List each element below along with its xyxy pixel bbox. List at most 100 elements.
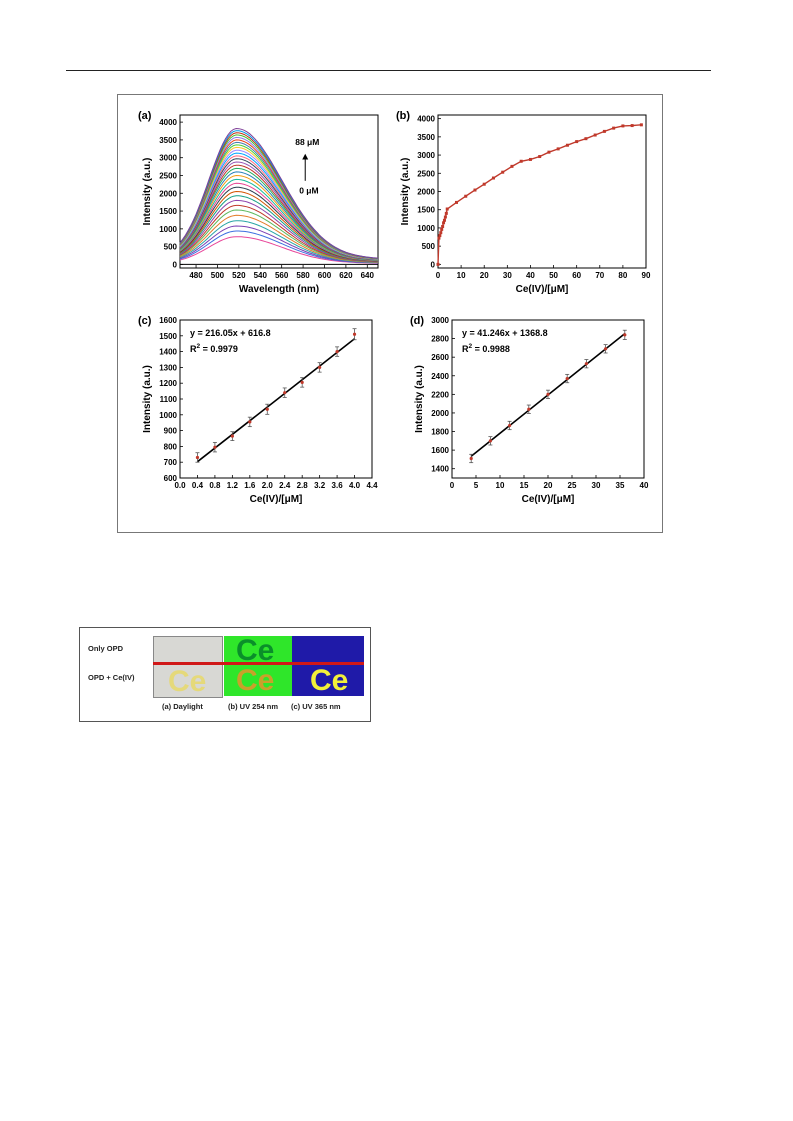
figure-spectra: 480 500 520 540 560 580 600 620 640 0 500 1000 1500 2… (117, 94, 663, 533)
data-point (491, 176, 495, 180)
x-tick-label: 20 (544, 481, 553, 490)
fit-line (196, 338, 356, 463)
y-tick-label: 0 (431, 260, 436, 269)
annotation-88um: 88 μM (295, 137, 319, 147)
data-point (538, 155, 542, 159)
data-point (440, 227, 444, 231)
r-squared-prefix: R (190, 344, 197, 354)
x-tick-label: 90 (642, 271, 651, 280)
y-tick-label: 900 (164, 427, 178, 436)
data-point (565, 143, 569, 147)
data-point (584, 362, 588, 366)
data-point (300, 380, 304, 385)
x-tick-label: 15 (520, 481, 529, 490)
x-tick-label: 60 (572, 271, 581, 280)
x-axis-label: Ce(IV)/[μM] (250, 494, 303, 505)
x-tick-label: 520 (232, 271, 246, 280)
r-squared-superscript: 2 (469, 343, 473, 350)
caption-uv254: (b) UV 254 nm (228, 702, 279, 711)
y-tick-label: 2600 (431, 353, 449, 362)
ce-glyph-uv254-top: Ce (236, 634, 275, 667)
chart-a-svg: 480 500 520 540 560 580 600 620 640 0 500 1000 1500 2… (138, 110, 379, 295)
y-tick-label: 4000 (159, 118, 177, 127)
y-tick-label: 0 (173, 260, 178, 269)
y-tick-label: 2400 (431, 372, 449, 381)
data-point (265, 407, 269, 411)
y-tick-label: 1400 (431, 465, 449, 474)
x-tick-label: 0.0 (174, 481, 186, 490)
y-tick-label: 500 (164, 243, 178, 252)
x-tick-label: 20 (480, 271, 489, 280)
data-point (639, 123, 643, 127)
x-tick-label: 50 (549, 271, 558, 280)
panel-label: (d) (410, 315, 424, 327)
chart-d-svg: 0 5 10 15 20 25 30 35 40 1400 1600 1800 2000 2200 2400… (410, 315, 649, 505)
y-tick-label: 1200 (159, 379, 177, 388)
photo-uv254: Ce Ce (224, 636, 292, 696)
x-tick-label: 620 (339, 271, 353, 280)
data-point (464, 194, 468, 198)
x-axis-label: Ce(IV)/[μM] (516, 284, 569, 295)
r-squared: R2 = 0.9979 (190, 343, 238, 354)
y-tick-label: 3000 (159, 154, 177, 163)
data-point (612, 126, 616, 130)
y-tick-label: 3500 (159, 136, 177, 145)
data-point (519, 159, 523, 163)
data-point (443, 215, 447, 219)
x-axis-label: Ce(IV)/[μM] (522, 494, 575, 505)
fit-equation: y = 41.246x + 1368.8 (462, 328, 548, 338)
spectrum-line (179, 220, 379, 263)
data-point (602, 129, 606, 133)
x-tick-label: 30 (503, 271, 512, 280)
data-point (441, 224, 445, 228)
x-tick-label: 2.4 (279, 481, 291, 490)
x-tick-label: 0.8 (209, 481, 221, 490)
spectrum-line (179, 127, 379, 259)
r-squared-value: = 0.9988 (472, 344, 510, 354)
panel-d-linear-fit-high: 0 5 10 15 20 25 30 35 40 1400 1600 1800 2000 2200 2400… (390, 310, 662, 532)
y-tick-label: 1000 (159, 411, 177, 420)
x-tick-label: 4.0 (349, 481, 361, 490)
y-tick-label: 2500 (417, 169, 435, 178)
data-point (593, 133, 597, 137)
y-tick-label: 2000 (431, 409, 449, 418)
data-point (556, 147, 560, 151)
y-tick-label: 1100 (160, 395, 178, 404)
x-tick-label: 0.4 (192, 481, 204, 490)
data-point (195, 455, 200, 460)
panel-label: (a) (138, 110, 152, 122)
y-tick-label: 600 (164, 474, 178, 483)
x-tick-label: 500 (211, 271, 225, 280)
annotation-0um: 0 μM (299, 185, 318, 195)
panel-label: (b) (396, 110, 410, 122)
data-point (482, 182, 486, 186)
x-tick-label: 0 (450, 481, 455, 490)
chart-b-svg: 0 10 20 30 40 50 60 70 80 90 0 500 1000 1500 2000 2500 3… (396, 110, 651, 295)
data-point (630, 124, 634, 128)
data-point (436, 262, 440, 266)
y-tick-label: 2000 (159, 189, 177, 198)
row-label-only-opd: Only OPD (88, 644, 124, 653)
y-axis-label: Intensity (a.u.) (142, 365, 153, 433)
y-tick-label: 1500 (159, 207, 177, 216)
data-point (547, 150, 551, 154)
plot-frame (179, 114, 379, 269)
x-tick-label: 3.2 (314, 481, 326, 490)
data-point (527, 407, 531, 411)
x-tick-label: 4.4 (366, 481, 378, 490)
figure-photographs: Only OPD OPD + Ce(IV) Ce Ce Ce Ce (a) Da… (79, 627, 371, 722)
header-rule (66, 70, 711, 71)
r-squared-superscript: 2 (197, 343, 201, 350)
y-tick-label: 2000 (417, 188, 435, 197)
x-tick-label: 600 (318, 271, 332, 280)
panel-label: (c) (138, 315, 152, 327)
data-point (439, 231, 443, 235)
data-point (444, 211, 448, 215)
y-tick-label: 1800 (431, 428, 449, 437)
data-point (469, 456, 473, 461)
y-tick-label: 4000 (417, 115, 435, 124)
y-tick-label: 2500 (159, 171, 177, 180)
caption-uv365: (c) UV 365 nm (291, 702, 341, 711)
caption-daylight: (a) Daylight (162, 702, 203, 711)
data-point (335, 350, 339, 354)
